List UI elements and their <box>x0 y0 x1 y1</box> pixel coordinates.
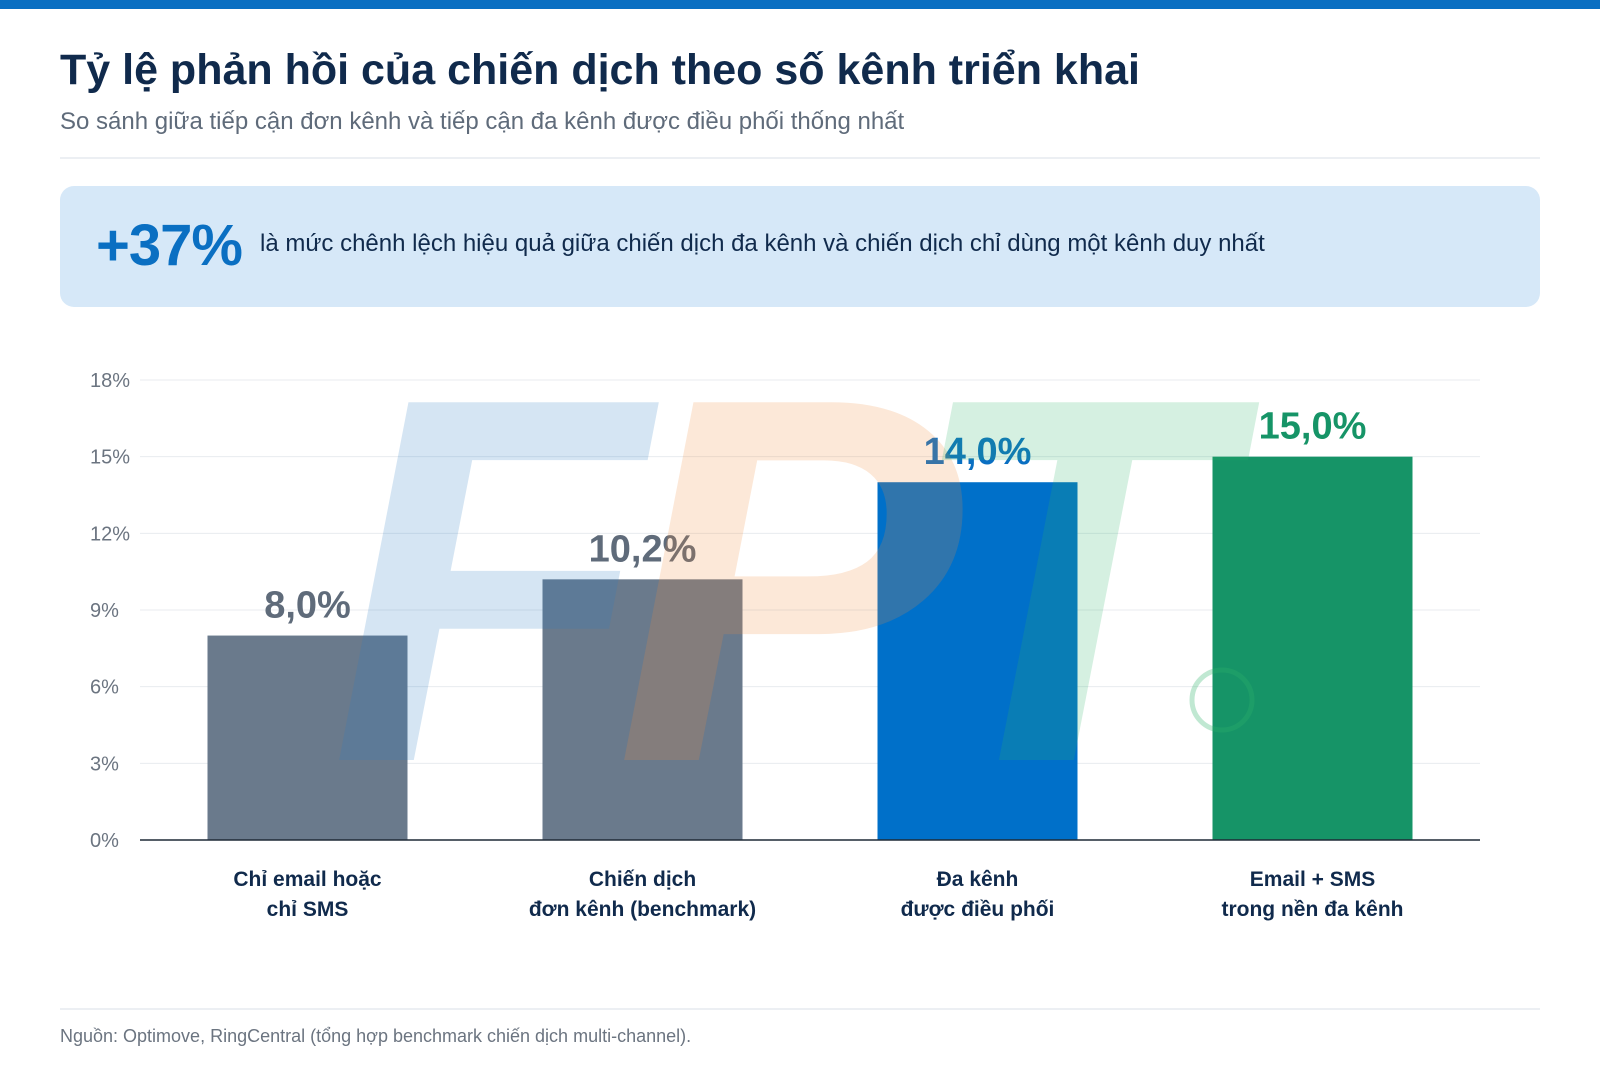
bar <box>1212 456 1413 840</box>
x-tick-label: đơn kênh (benchmark) <box>529 898 756 921</box>
footer-divider <box>60 1008 1540 1010</box>
bar <box>207 635 408 840</box>
x-tick-label: được điều phối <box>901 898 1055 921</box>
bar-chart: 0% 3% 6% 9% 12% 15% 18% 8,0% Chỉ email hoặc chỉ S… <box>90 370 1480 921</box>
bar-value-label: 10,2% <box>589 528 697 570</box>
bar <box>877 482 1078 840</box>
bar-value-label: 8,0% <box>264 585 351 627</box>
y-tick-label: 0% <box>90 830 119 852</box>
highlight-value: +37% <box>96 213 243 278</box>
source-footnote: Nguồn: Optimove, RingCentral (tổng hợp b… <box>60 1026 692 1046</box>
y-tick-label: 9% <box>90 600 119 622</box>
x-tick-label: Email + SMS <box>1250 868 1375 891</box>
x-tick-label: Chỉ email hoặc <box>233 868 382 891</box>
bar <box>542 579 743 840</box>
x-tick-label: trong nền đa kênh <box>1221 898 1403 921</box>
x-tick-label: Đa kênh <box>937 868 1019 891</box>
y-tick-label: 18% <box>90 370 130 392</box>
y-tick-label: 3% <box>90 753 119 775</box>
header-divider <box>60 157 1540 159</box>
y-tick-label: 12% <box>90 523 130 545</box>
y-tick-label: 6% <box>90 677 119 699</box>
highlight-box: +37% là mức chênh lệch hiệu quả giữa chi… <box>60 186 1540 307</box>
top-accent-bar <box>0 0 1600 9</box>
bar-value-label: 15,0% <box>1259 406 1367 448</box>
x-tick-label: Chiến dịch <box>589 868 696 891</box>
page-subtitle: So sánh giữa tiếp cận đơn kênh và tiếp c… <box>60 108 905 135</box>
x-tick-label: chỉ SMS <box>267 898 349 921</box>
bar-value-label: 14,0% <box>924 431 1032 473</box>
page-title: Tỷ lệ phản hồi của chiến dịch theo số kê… <box>60 46 1140 94</box>
y-tick-label: 15% <box>90 447 130 469</box>
highlight-text: là mức chênh lệch hiệu quả giữa chiến dị… <box>260 230 1265 257</box>
